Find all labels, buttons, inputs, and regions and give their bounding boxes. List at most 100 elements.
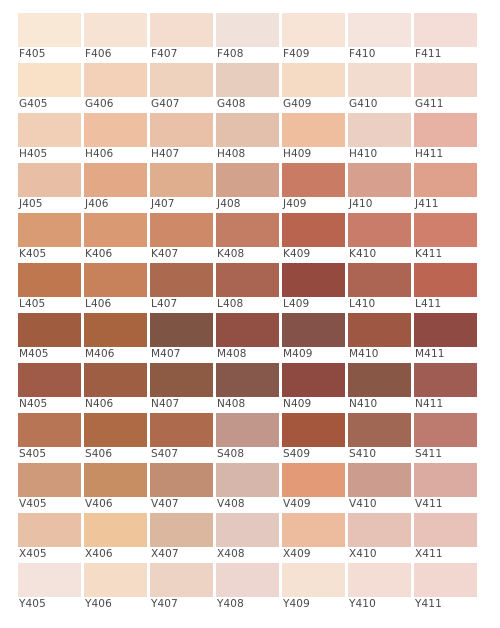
swatch-code-label: K408 [217,248,245,260]
swatch-code-label: V408 [217,498,245,510]
swatch-code-label: F411 [415,48,442,60]
color-swatch [414,213,477,247]
color-swatch [216,63,279,97]
swatch-code-label: X405 [19,548,47,560]
color-swatch [18,413,81,447]
swatch-code-label: M405 [19,348,49,360]
swatch-row: L405 L406 L407 L408 L409 L410 L411 [18,263,480,313]
swatch-code-label: J407 [151,198,175,210]
swatch-code-label: K407 [151,248,179,260]
swatch-cell: J405 [18,163,82,213]
color-swatch [282,263,345,297]
color-swatch [18,113,81,147]
swatch-cell: M406 [84,313,148,363]
color-swatch [216,213,279,247]
swatch-row: F405 F406 F407 F408 F409 F410 F411 [18,13,480,63]
color-swatch [348,513,411,547]
swatch-row: K405 K406 K407 K408 K409 K410 K411 [18,213,480,263]
swatch-code-label: H407 [151,148,180,160]
swatch-code-label: J410 [349,198,373,210]
swatch-code-label: S411 [415,448,443,460]
swatch-row: V405 V406 V407 V408 V409 V410 V411 [18,463,480,513]
swatch-code-label: K410 [349,248,377,260]
swatch-cell: M411 [414,313,478,363]
swatch-cell: G408 [216,63,280,113]
swatch-code-label: M411 [415,348,445,360]
color-swatch [18,63,81,97]
color-swatch [216,113,279,147]
swatch-cell: L411 [414,263,478,313]
swatch-code-label: Y408 [217,598,244,610]
color-swatch [150,113,213,147]
color-swatch [414,313,477,347]
swatch-cell: J409 [282,163,346,213]
swatch-cell: V406 [84,463,148,513]
color-swatch [216,363,279,397]
swatch-row: H405 H406 H407 H408 H409 H410 H411 [18,113,480,163]
swatch-code-label: G405 [19,98,48,110]
color-swatch [150,13,213,47]
color-swatch [348,263,411,297]
swatch-cell: M408 [216,313,280,363]
swatch-code-label: X410 [349,548,377,560]
color-swatch [84,113,147,147]
swatch-code-label: M410 [349,348,379,360]
swatch-code-label: K406 [85,248,113,260]
swatch-code-label: L410 [349,298,376,310]
swatch-cell: L407 [150,263,214,313]
swatch-code-label: S405 [19,448,47,460]
color-swatch [150,263,213,297]
swatch-cell: L406 [84,263,148,313]
swatch-cell: H405 [18,113,82,163]
color-swatch [18,263,81,297]
swatch-code-label: L407 [151,298,178,310]
swatch-code-label: L405 [19,298,46,310]
color-swatch [84,413,147,447]
color-swatch [414,513,477,547]
swatch-cell: L409 [282,263,346,313]
color-swatch [18,163,81,197]
swatch-cell: N407 [150,363,214,413]
color-swatch [414,263,477,297]
color-swatch [414,13,477,47]
swatch-cell: J407 [150,163,214,213]
swatch-cell: F405 [18,13,82,63]
swatch-code-label: N408 [217,398,246,410]
swatch-cell: X406 [84,513,148,563]
color-swatch [348,163,411,197]
color-swatch [150,163,213,197]
swatch-row: N405 N406 N407 N408 N409 N410 N411 [18,363,480,413]
swatch-code-label: L409 [283,298,310,310]
color-swatch [84,213,147,247]
color-swatch [282,463,345,497]
swatch-cell: K411 [414,213,478,263]
color-swatch [414,563,477,597]
swatch-code-label: L408 [217,298,244,310]
swatch-cell: V405 [18,463,82,513]
swatch-cell: M409 [282,313,346,363]
color-swatch [282,163,345,197]
swatch-code-label: N411 [415,398,444,410]
swatch-cell: G406 [84,63,148,113]
swatch-cell: H410 [348,113,412,163]
swatch-code-label: V411 [415,498,443,510]
swatch-code-label: F406 [85,48,112,60]
swatch-cell: L410 [348,263,412,313]
swatch-cell: M410 [348,313,412,363]
color-swatch [216,13,279,47]
color-swatch [18,213,81,247]
color-swatch [414,363,477,397]
color-swatch [414,63,477,97]
swatch-cell: H411 [414,113,478,163]
swatch-cell: F406 [84,13,148,63]
swatch-code-label: M409 [283,348,313,360]
swatch-cell: Y406 [84,563,148,613]
swatch-cell: V408 [216,463,280,513]
swatch-cell: V410 [348,463,412,513]
color-swatch [84,563,147,597]
swatch-cell: F410 [348,13,412,63]
swatch-code-label: S408 [217,448,245,460]
swatch-code-label: X407 [151,548,179,560]
swatch-cell: F408 [216,13,280,63]
swatch-code-label: F408 [217,48,244,60]
